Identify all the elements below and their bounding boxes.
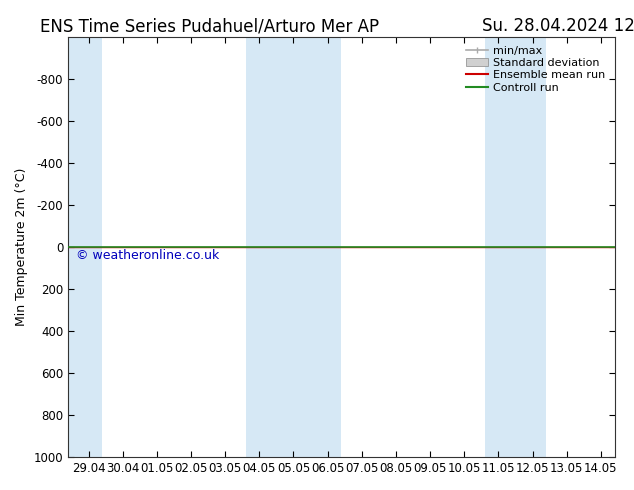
Bar xyxy=(485,37,547,457)
Bar xyxy=(68,37,102,457)
Text: © weatheronline.co.uk: © weatheronline.co.uk xyxy=(76,249,219,262)
Y-axis label: Min Temperature 2m (°C): Min Temperature 2m (°C) xyxy=(15,168,28,326)
Legend: min/max, Standard deviation, Ensemble mean run, Controll run: min/max, Standard deviation, Ensemble me… xyxy=(462,43,609,96)
Bar xyxy=(245,37,341,457)
Text: Su. 28.04.2024 12 UTC: Su. 28.04.2024 12 UTC xyxy=(482,17,634,35)
Text: ENS Time Series Pudahuel/Arturo Mer AP: ENS Time Series Pudahuel/Arturo Mer AP xyxy=(40,17,378,35)
